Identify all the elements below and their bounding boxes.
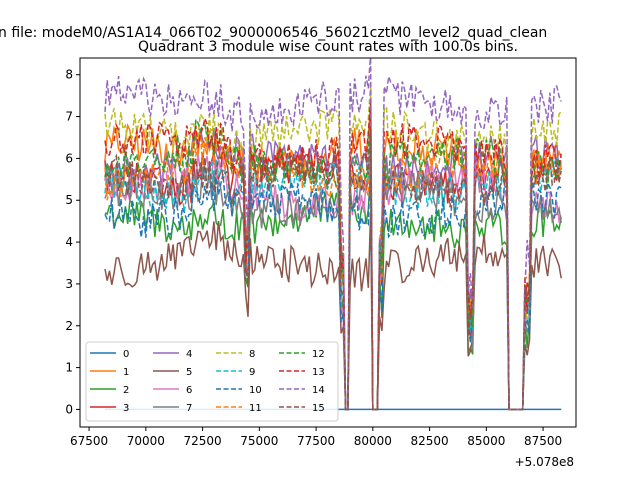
y-tick-label: 5 (65, 193, 73, 207)
legend-label: 5 (186, 367, 192, 378)
series-5-line (104, 212, 562, 411)
legend-label: 0 (123, 349, 129, 360)
y-tick-label: 4 (65, 235, 73, 249)
legend-label: 11 (249, 403, 262, 414)
legend-label: 10 (249, 385, 262, 396)
legend-label: 6 (186, 385, 192, 396)
x-tick-label: 80000 (354, 434, 392, 448)
series-14-line (104, 58, 562, 411)
x-tick-label: 85000 (467, 434, 505, 448)
x-axis: 67500 70000 72500 75000 77500 80000 82500 85000… (70, 427, 562, 448)
chart-title: Quadrant 3 module wise count rates with … (138, 39, 518, 55)
legend-label: 9 (249, 367, 255, 378)
series-11-line (104, 120, 562, 411)
y-tick-label: 3 (65, 277, 73, 291)
legend-box (85, 341, 339, 422)
x-tick-label: 67500 (70, 434, 108, 448)
y-tick-label: 7 (65, 110, 73, 124)
legend-label: 13 (312, 367, 325, 378)
legend-label: 7 (186, 403, 192, 414)
legend-label: 1 (123, 367, 129, 378)
series-8-line (104, 83, 562, 411)
y-axis: 0 1 2 3 4 5 6 7 8 (65, 68, 80, 416)
x-tick-label: 87500 (524, 434, 562, 448)
y-tick-label: 6 (65, 151, 73, 165)
legend-label: 4 (186, 349, 192, 360)
legend-label: 12 (312, 349, 325, 360)
series-10-line (104, 158, 562, 411)
y-tick-label: 1 (65, 361, 73, 375)
x-tick-label: 82500 (410, 434, 448, 448)
legend-label: 3 (123, 403, 129, 414)
y-tick-label: 8 (65, 68, 73, 82)
legend-label: 14 (312, 385, 325, 396)
x-tick-label: 77500 (297, 434, 335, 448)
y-tick-label: 0 (65, 402, 73, 416)
legend-label: 8 (249, 349, 255, 360)
y-tick-label: 2 (65, 319, 73, 333)
legend-label: 15 (312, 403, 325, 414)
figure-suptitle: n file: modeM0/AS1A14_066T02_9000006546_… (0, 25, 547, 41)
legend-label: 2 (123, 385, 129, 396)
x-offset-label: +5.078e8 (515, 455, 574, 469)
series-15-line (104, 129, 562, 411)
x-tick-label: 75000 (240, 434, 278, 448)
x-tick-label: 70000 (127, 434, 165, 448)
series-13-line (104, 99, 562, 411)
x-tick-label: 72500 (183, 434, 221, 448)
